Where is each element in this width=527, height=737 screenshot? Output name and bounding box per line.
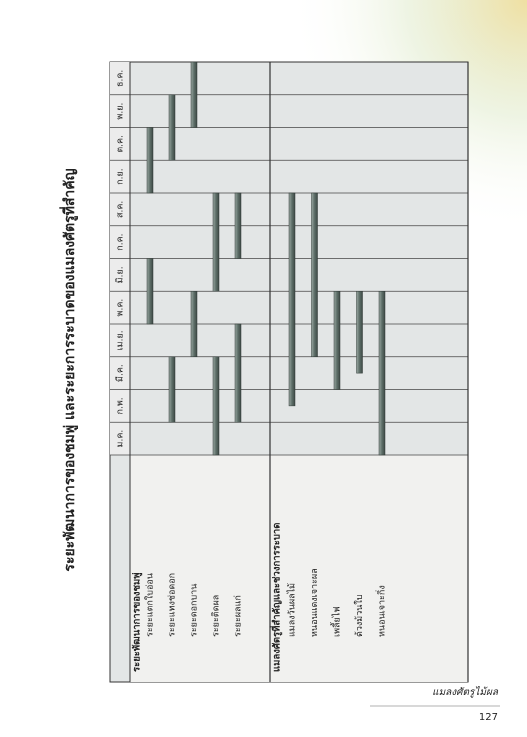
month-label: พ.ค. <box>116 299 126 317</box>
period-bar <box>234 192 242 259</box>
page-number: 127 <box>479 712 498 723</box>
footer-caption: แมลงศัตรูไม้ผล <box>432 686 499 698</box>
item-label: ระยะแทงช่อดอก <box>168 573 178 637</box>
month-label: ก.พ. <box>116 397 126 414</box>
period-bar <box>311 192 318 357</box>
month-label: มิ.ย. <box>115 266 126 283</box>
item-label: เพลี้ยไฟ <box>330 606 343 637</box>
month-label: ก.ย. <box>116 168 126 184</box>
item-label: แมลงวันผลไม้ <box>287 583 298 637</box>
period-bar <box>333 291 341 390</box>
month-label: เม.ย. <box>116 330 126 350</box>
period-bar <box>356 291 363 374</box>
period-bar <box>190 291 198 357</box>
period-bar <box>212 356 220 456</box>
month-label: ธ.ค. <box>116 70 126 87</box>
month-label: มี.ค. <box>115 364 126 382</box>
title: ระยะพัฒนาการของชมพู่ และระยะการระบาดของแ… <box>59 168 78 571</box>
item-label: ระยะแตกใบอ่อน <box>145 573 156 637</box>
period-bar <box>168 356 176 423</box>
section-header: ระยะพัฒนาการของชมพู่ <box>132 572 144 672</box>
period-bar <box>212 192 220 292</box>
period-bar <box>146 127 154 194</box>
item-label: หนอนแดงเจาะผล <box>310 568 320 637</box>
item-label: ด้วงม้วนใบ <box>354 594 365 637</box>
month-label: ส.ค. <box>116 201 126 218</box>
item-label: ระยะติดผล <box>211 595 222 637</box>
month-label: พ.ย. <box>116 103 126 120</box>
month-label: ต.ค. <box>116 135 126 153</box>
label-bg <box>130 455 468 682</box>
period-bar <box>234 323 242 423</box>
month-label: ก.ค. <box>116 234 126 251</box>
period-bar <box>190 61 198 128</box>
item-label: ระยะผลแก่ <box>234 595 244 637</box>
period-bar <box>378 291 386 456</box>
section-header: แมลงศัตรูที่สำคัญและช่วงการระบาด <box>269 523 284 672</box>
rotated-table: ระยะพัฒนาการของชมพู่ และระยะการระบาดของแ… <box>59 61 469 683</box>
period-bar <box>146 258 154 325</box>
period-bar <box>168 94 176 161</box>
item-label: ระยะดอกบาน <box>190 584 200 637</box>
period-bar <box>288 192 296 407</box>
item-label: หนอนเจาะกิ่ง <box>375 585 388 637</box>
month-label: ม.ค. <box>116 430 126 448</box>
